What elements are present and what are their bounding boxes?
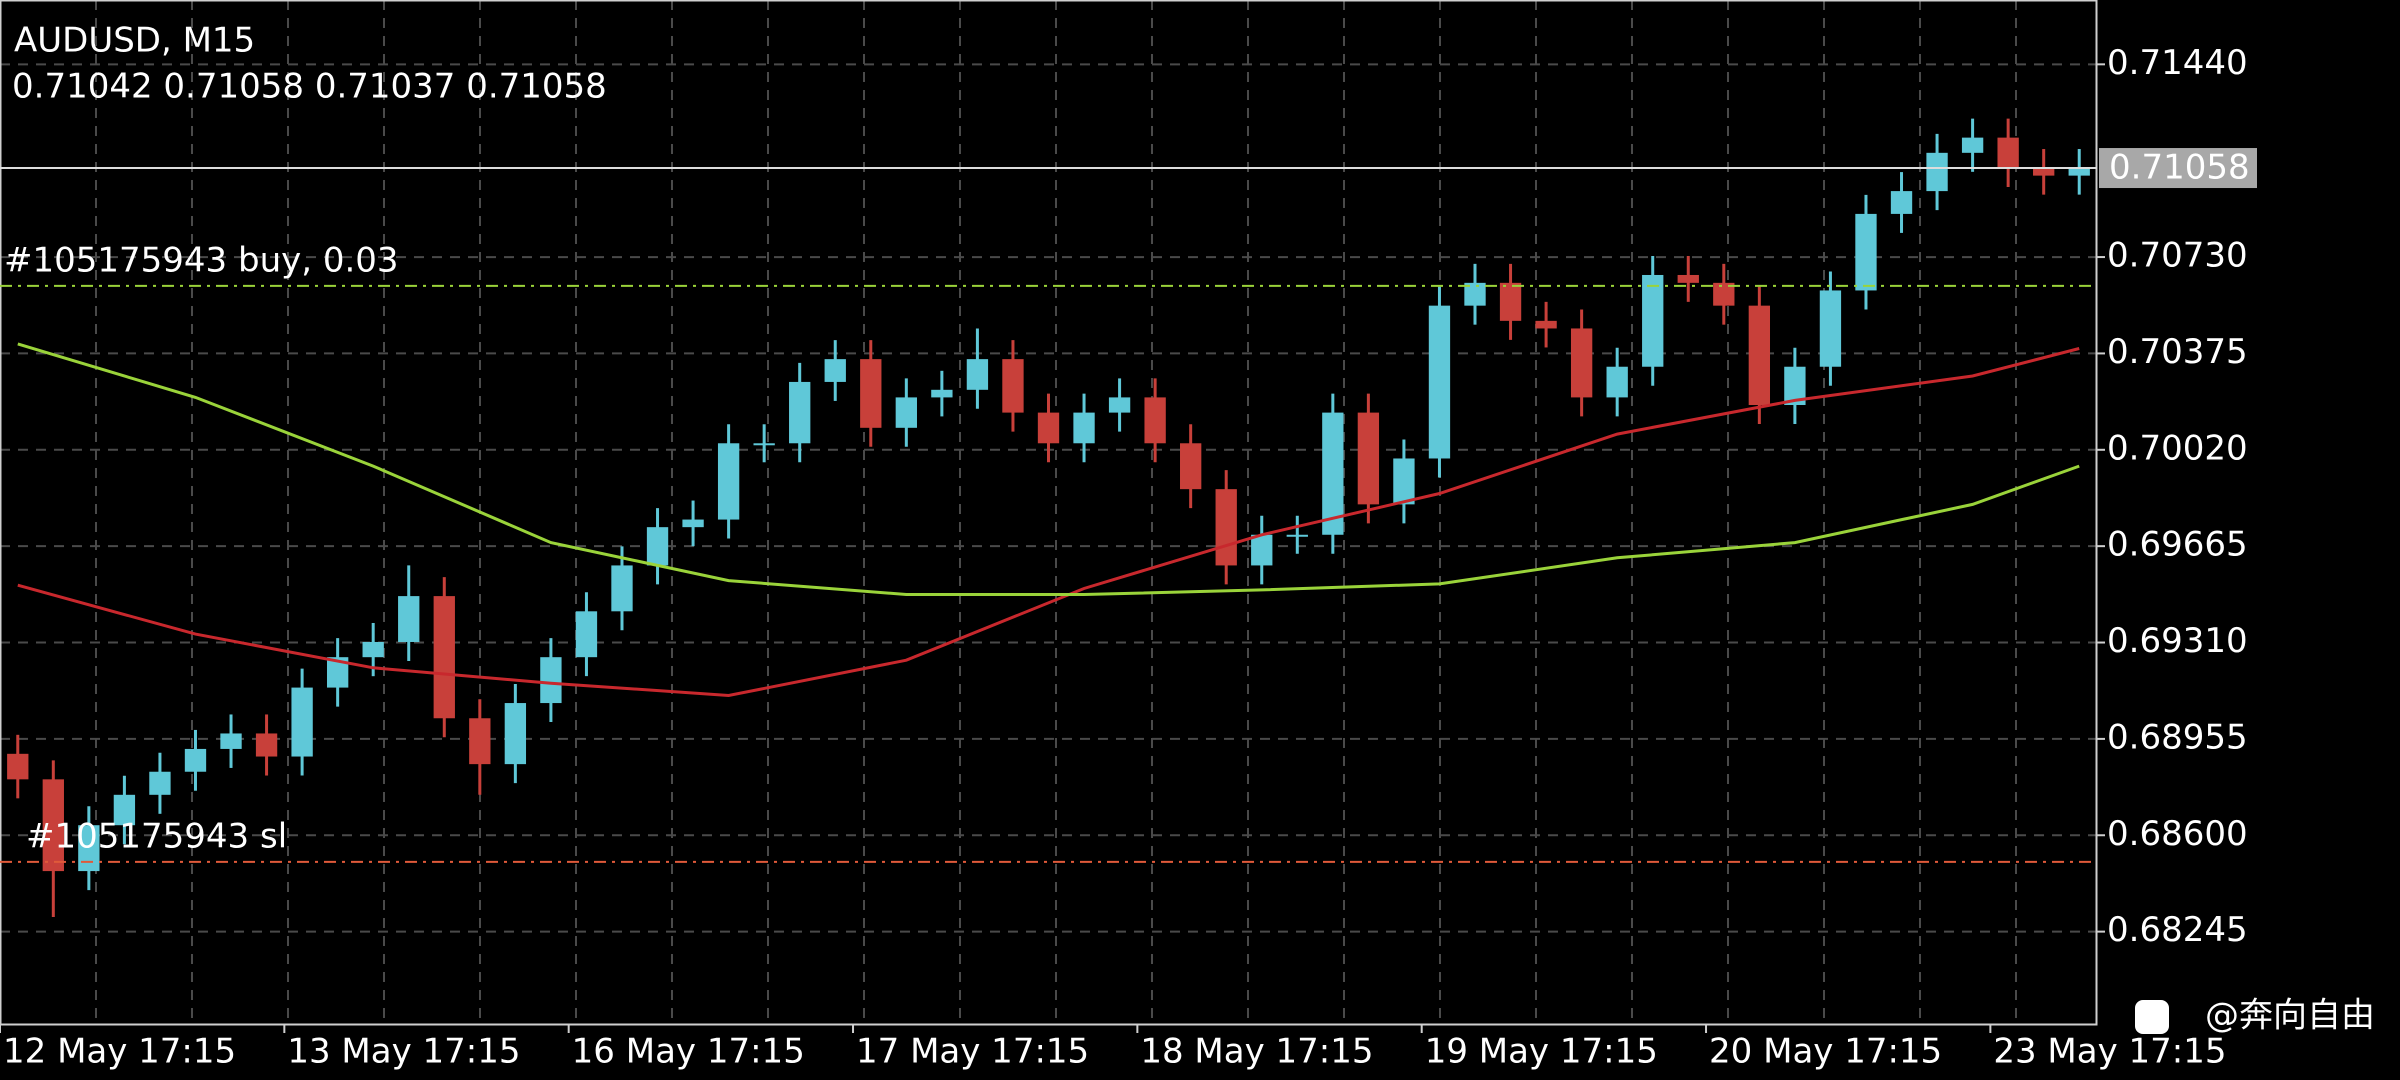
x-tick-label: 23 May 17:15	[1993, 1032, 2226, 1072]
price-tag	[2099, 148, 2257, 189]
candle-body	[1642, 274, 1664, 367]
x-tick-label: 19 May 17:15	[1425, 1032, 1658, 1072]
candle-body	[931, 389, 953, 398]
y-tick-label: 0.70375	[2107, 332, 2248, 372]
candle-body	[113, 794, 136, 826]
y-tick-label: 0.71440	[2107, 43, 2248, 83]
candle-body	[1002, 359, 1024, 413]
candle-body	[469, 718, 491, 765]
y-tick-label: 0.69310	[2107, 621, 2248, 661]
candle-body	[1748, 305, 1771, 406]
y-tick-label: 0.68955	[2107, 717, 2248, 757]
y-tick-label: 0.68245	[2107, 910, 2248, 950]
candle-body	[1428, 305, 1451, 459]
candle-body	[824, 359, 846, 382]
candle-body	[78, 825, 100, 872]
candle-body	[1926, 152, 1948, 192]
candle-body	[1677, 274, 1699, 283]
candle-body	[717, 443, 740, 520]
order-label: #105175943 buy, 0.03	[4, 240, 399, 280]
candle-body	[362, 641, 384, 658]
y-tick-label: 0.70730	[2107, 236, 2248, 276]
watermark: @奔向自由	[2205, 996, 2375, 1036]
y-tick-label: 0.69665	[2107, 525, 2248, 565]
candle-body	[646, 527, 669, 566]
candle-body	[1180, 443, 1202, 490]
candle-body	[1713, 282, 1735, 306]
candle-body	[1037, 412, 1060, 444]
candle-body	[326, 657, 349, 688]
candle-body	[398, 596, 420, 642]
candle-body	[433, 596, 455, 719]
candle-body	[611, 565, 633, 612]
candle-body	[540, 657, 562, 704]
candle-body	[7, 753, 29, 780]
candle-body	[1819, 290, 1842, 367]
candle-body	[2033, 168, 2055, 176]
candle-body	[255, 733, 278, 757]
candle-body	[1073, 412, 1095, 444]
plot-border	[0, 0, 2098, 1026]
x-tick-label: 18 May 17:15	[1140, 1032, 1373, 1072]
ohlc-readout: 0.71042 0.71058 0.71037 0.71058	[12, 67, 607, 107]
candle-body	[1108, 397, 1131, 413]
candle-body	[860, 359, 882, 428]
candle-body	[42, 779, 64, 872]
candle-body	[1570, 328, 1593, 398]
candle-body	[789, 381, 811, 444]
plot	[7, 118, 2090, 917]
price-tag-label: 0.71058	[2109, 148, 2250, 188]
candle-body	[1535, 320, 1557, 329]
candle-body	[149, 771, 171, 795]
candle-body	[1606, 366, 1628, 398]
candle-body	[1855, 213, 1877, 291]
candle-body	[966, 359, 989, 390]
y-tick-label: 0.70020	[2107, 428, 2248, 468]
candle-body	[575, 611, 598, 658]
candle-body	[220, 733, 242, 749]
candle-body	[1322, 412, 1344, 535]
candle-body	[2068, 168, 2090, 176]
x-tick-label: 16 May 17:15	[572, 1032, 805, 1072]
candle-body	[184, 748, 207, 772]
candle-body	[1890, 191, 1913, 214]
candle-body	[1464, 282, 1486, 306]
candle-body	[1215, 489, 1237, 566]
candle-body	[1286, 534, 1308, 537]
x-tick-label: 17 May 17:15	[856, 1032, 1089, 1072]
candle-body	[1961, 137, 1984, 153]
candle-body	[895, 397, 917, 428]
x-tick-label: 20 May 17:15	[1709, 1032, 1942, 1072]
candle-body	[1784, 366, 1806, 406]
candle-body	[682, 519, 704, 528]
y-tick-label: 0.68600	[2107, 814, 2248, 854]
candle-body	[1144, 397, 1166, 444]
x-tick-label: 12 May 17:15	[3, 1032, 236, 1072]
candle-body	[291, 687, 313, 757]
candle-body	[1499, 282, 1522, 321]
chart-title: AUDUSD, M15	[14, 21, 255, 61]
candle-body	[1357, 412, 1380, 505]
watermark-logo	[2135, 1000, 2169, 1034]
candle-body	[1251, 534, 1273, 566]
candle-body	[1997, 137, 2019, 169]
candle-body	[1393, 458, 1415, 505]
x-tick-label: 13 May 17:15	[287, 1032, 520, 1072]
moving-average	[17, 347, 2080, 698]
moving-average	[17, 342, 2080, 596]
order-label: #105175943 sl	[26, 816, 287, 856]
candle-body	[504, 703, 527, 765]
candle-body	[753, 443, 775, 446]
